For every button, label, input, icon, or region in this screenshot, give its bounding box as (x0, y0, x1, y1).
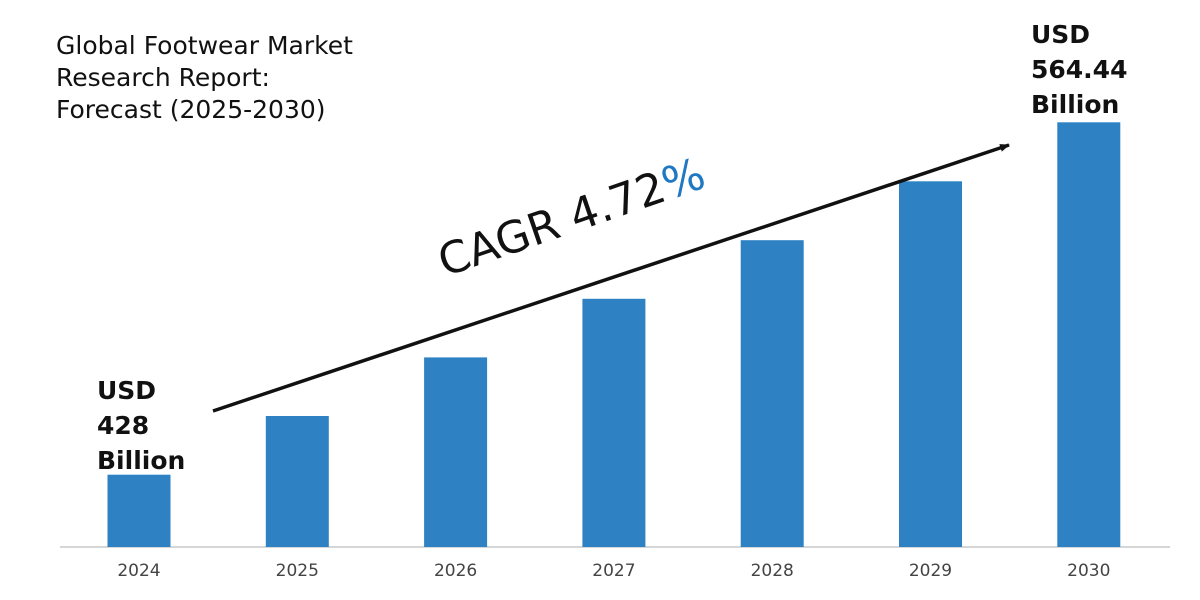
chart-title: Global Footwear Market Research Report: … (56, 30, 476, 126)
bar-2030 (1057, 122, 1121, 548)
x-tick-label-2026: 2026 (434, 561, 477, 581)
bar-2029 (899, 181, 962, 548)
bar-2024 (107, 474, 171, 547)
x-tick-label-2030: 2030 (1067, 561, 1110, 581)
growth-arrow (212, 143, 1010, 413)
bar-2027 (582, 298, 646, 547)
start-callout-value: 428 (97, 411, 150, 440)
start-value-callout: USD 428 Billion (97, 373, 185, 478)
bar-2026 (424, 357, 488, 547)
start-callout-currency: USD (97, 376, 157, 405)
x-tick-label-2029: 2029 (909, 561, 952, 581)
chart-title-line-2: Research Report: (56, 63, 270, 92)
x-tick-label-2027: 2027 (592, 561, 635, 581)
end-value-callout: USD 564.44 Billion (1031, 17, 1127, 122)
end-callout-unit: Billion (1031, 90, 1120, 119)
chart-title-line-1: Global Footwear Market (56, 31, 353, 60)
x-tick-label-2028: 2028 (751, 561, 794, 581)
end-callout-value: 564.44 (1031, 55, 1128, 84)
bar-group (107, 122, 1121, 548)
bar-2025 (265, 416, 329, 547)
x-tick-label-2025: 2025 (276, 561, 319, 581)
chart-title-line-3: Forecast (2025-2030) (56, 95, 326, 124)
start-callout-unit: Billion (97, 446, 186, 475)
x-tick-labels: 2024 2025 2026 2027 2028 2029 2030 (117, 561, 1110, 581)
bar-2028 (740, 240, 804, 547)
x-tick-label-2024: 2024 (117, 561, 160, 581)
end-callout-currency: USD (1031, 20, 1091, 49)
